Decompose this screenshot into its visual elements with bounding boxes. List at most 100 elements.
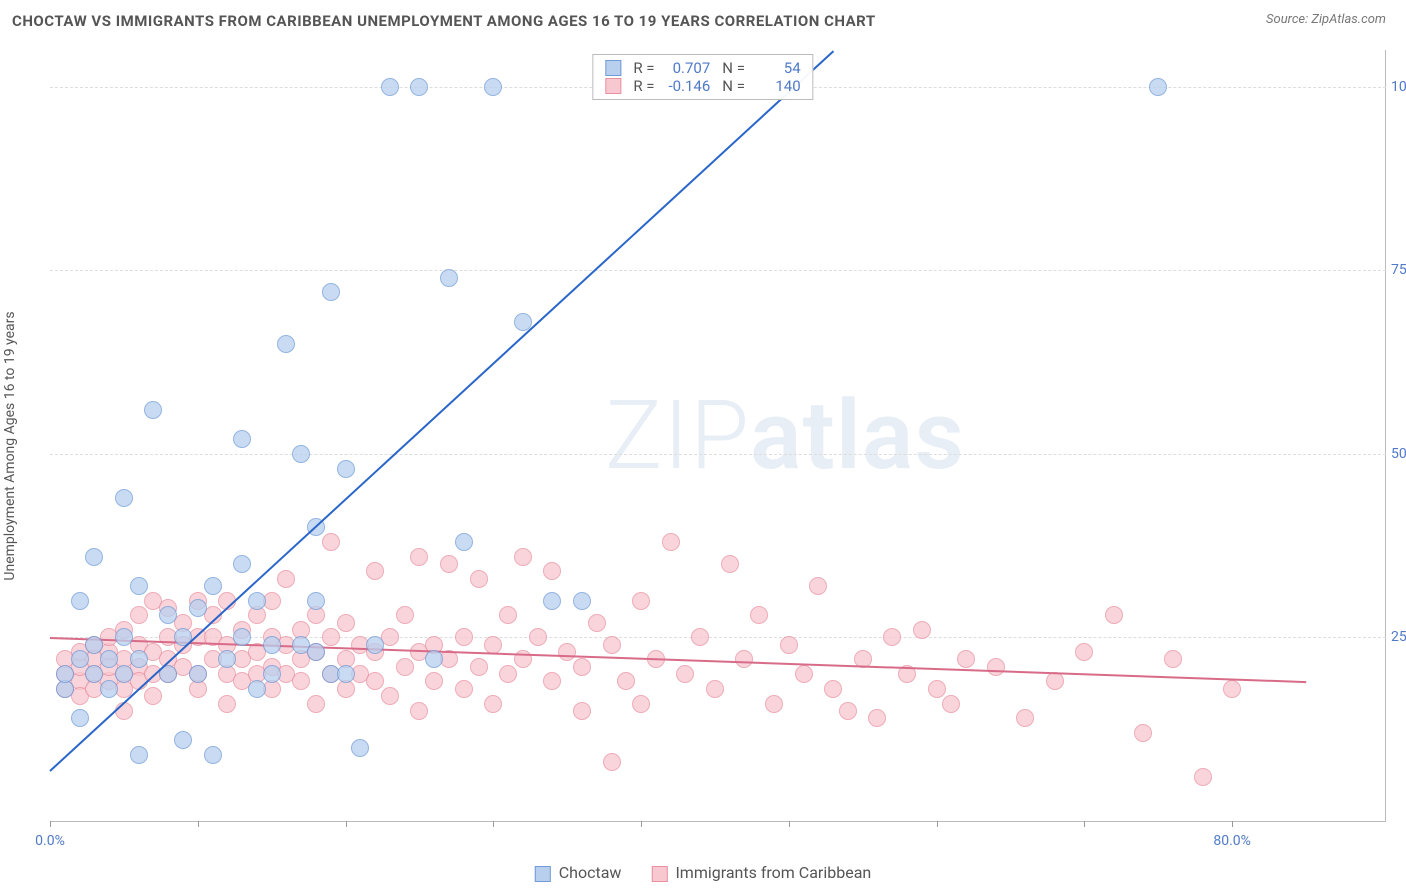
marker-a	[189, 665, 207, 683]
marker-a	[85, 665, 103, 683]
legend-swatch-caribbean	[651, 866, 667, 882]
marker-a	[115, 665, 133, 683]
marker-a	[71, 709, 89, 727]
legend-label-b: Immigrants from Caribbean	[675, 863, 871, 882]
marker-a	[130, 650, 148, 668]
marker-b	[484, 636, 502, 654]
legend-swatch-choctaw	[535, 866, 551, 882]
marker-a	[71, 592, 89, 610]
marker-b	[455, 628, 473, 646]
n-label: N =	[722, 59, 745, 77]
chart-title: CHOCTAW VS IMMIGRANTS FROM CARIBBEAN UNE…	[12, 12, 876, 30]
marker-b	[1016, 709, 1034, 727]
marker-a	[573, 592, 591, 610]
marker-b	[632, 695, 650, 713]
marker-b	[381, 687, 399, 705]
stats-row-b: R = -0.146 N = 140	[605, 77, 800, 95]
marker-b	[662, 533, 680, 551]
gridline	[50, 270, 1386, 271]
marker-a	[322, 283, 340, 301]
marker-b	[115, 702, 133, 720]
marker-b	[603, 753, 621, 771]
marker-a	[115, 489, 133, 507]
xtick	[1232, 821, 1233, 827]
marker-b	[1194, 768, 1212, 786]
marker-b	[499, 606, 517, 624]
watermark: ZIPatlas	[605, 380, 965, 492]
marker-b	[706, 680, 724, 698]
xtick	[789, 821, 790, 827]
marker-a	[115, 628, 133, 646]
marker-b	[558, 643, 576, 661]
xtick	[937, 821, 938, 827]
gridline	[50, 454, 1386, 455]
marker-b	[455, 680, 473, 698]
marker-a	[233, 430, 251, 448]
marker-b	[292, 672, 310, 690]
marker-b	[425, 672, 443, 690]
stats-legend-box: R = 0.707 N = 54 R = -0.146 N = 140	[592, 54, 813, 100]
marker-b	[277, 570, 295, 588]
marker-a	[248, 680, 266, 698]
marker-b	[144, 687, 162, 705]
marker-a	[233, 555, 251, 573]
watermark-atlas: atlas	[750, 380, 965, 492]
ytick-label: 100.0%	[1391, 79, 1406, 95]
marker-a	[277, 335, 295, 353]
marker-b	[366, 672, 384, 690]
marker-a	[71, 650, 89, 668]
marker-b	[307, 695, 325, 713]
marker-a	[233, 628, 251, 646]
n-value-a: 54	[749, 59, 801, 77]
marker-a	[189, 599, 207, 617]
marker-a	[144, 401, 162, 419]
marker-a	[100, 650, 118, 668]
marker-b	[676, 665, 694, 683]
marker-a	[1149, 78, 1167, 96]
marker-b	[499, 665, 517, 683]
marker-b	[839, 702, 857, 720]
marker-b	[809, 577, 827, 595]
legend-label-a: Choctaw	[559, 863, 622, 882]
marker-a	[337, 460, 355, 478]
marker-b	[721, 555, 739, 573]
marker-b	[1075, 643, 1093, 661]
marker-a	[366, 636, 384, 654]
marker-b	[691, 628, 709, 646]
xtick	[1084, 821, 1085, 827]
marker-a	[204, 746, 222, 764]
marker-a	[381, 78, 399, 96]
xtick	[346, 821, 347, 827]
marker-b	[470, 658, 488, 676]
plot-area: ZIPatlas 25.0%50.0%75.0%100.0%0.0%80.0%	[50, 50, 1386, 822]
marker-a	[543, 592, 561, 610]
marker-b	[1105, 606, 1123, 624]
r-value-a: 0.707	[658, 59, 710, 77]
marker-b	[1134, 724, 1152, 742]
marker-a	[248, 592, 266, 610]
marker-a	[130, 746, 148, 764]
n-value-b: 140	[749, 77, 801, 95]
source-label: Source: ZipAtlas.com	[1266, 12, 1386, 27]
marker-b	[543, 672, 561, 690]
marker-a	[410, 78, 428, 96]
marker-a	[440, 269, 458, 287]
legend-item-a: Choctaw	[535, 863, 622, 882]
marker-a	[307, 643, 325, 661]
marker-b	[322, 533, 340, 551]
xtick-label: 80.0%	[1213, 833, 1251, 849]
r-value-b: -0.146	[658, 77, 710, 95]
marker-b	[1046, 672, 1064, 690]
r-label: R =	[633, 59, 654, 77]
marker-b	[588, 614, 606, 632]
marker-b	[543, 562, 561, 580]
marker-b	[410, 548, 428, 566]
marker-b	[824, 680, 842, 698]
marker-b	[573, 658, 591, 676]
swatch-caribbean	[605, 78, 621, 94]
marker-b	[396, 606, 414, 624]
marker-b	[1223, 680, 1241, 698]
marker-b	[868, 709, 886, 727]
swatch-choctaw	[605, 60, 621, 76]
xtick	[198, 821, 199, 827]
